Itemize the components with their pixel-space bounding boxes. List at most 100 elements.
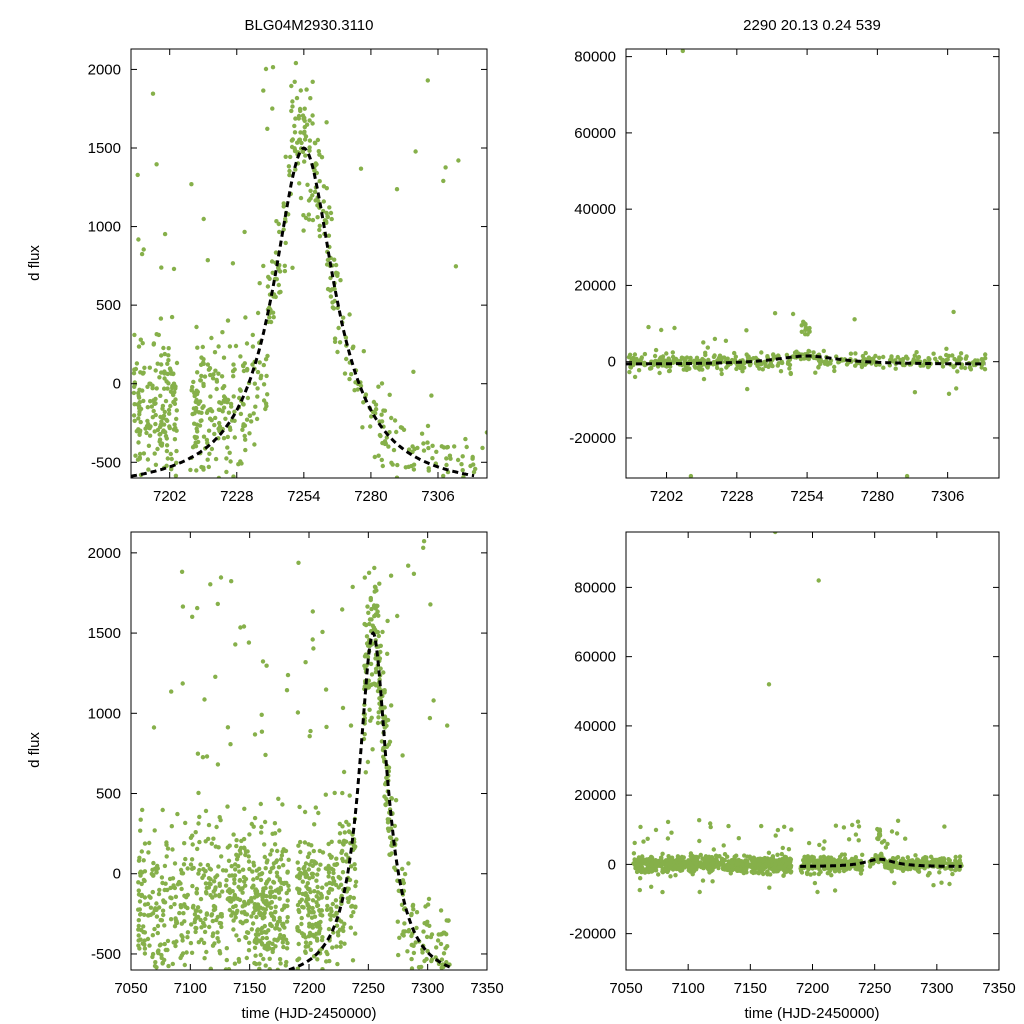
data-point: [250, 344, 256, 349]
data-point: [256, 932, 261, 937]
data-point: [162, 369, 167, 374]
data-point: [421, 929, 426, 934]
data-point: [464, 444, 469, 450]
data-point: [247, 431, 252, 436]
data-point: [227, 907, 232, 913]
data-point: [439, 444, 444, 449]
data-point: [409, 463, 414, 469]
data-point: [337, 831, 343, 836]
data-point: [456, 158, 461, 163]
data-point: [145, 405, 150, 410]
data-point: [736, 836, 741, 841]
data-point: [207, 924, 212, 930]
data-point: [284, 959, 289, 965]
data-point: [321, 199, 326, 204]
data-point: [333, 862, 339, 867]
data-point: [169, 456, 174, 462]
data-point: [202, 697, 207, 702]
data-point: [850, 858, 855, 863]
data-point: [260, 925, 265, 931]
data-point: [150, 889, 155, 895]
data-point: [765, 872, 770, 877]
data-point: [365, 654, 371, 660]
data-point: [656, 858, 661, 864]
data-point: [283, 240, 288, 246]
data-point: [372, 681, 378, 687]
data-point: [302, 864, 307, 870]
data-point: [697, 889, 702, 895]
data-point: [184, 950, 189, 955]
data-point: [302, 129, 307, 134]
data-point: [278, 887, 284, 892]
data-point: [912, 353, 917, 358]
data-point: [308, 947, 314, 952]
data-point: [893, 366, 898, 371]
data-point: [444, 932, 449, 937]
data-point: [781, 873, 786, 878]
data-point: [460, 454, 465, 459]
x-tick-label: 7202: [153, 488, 186, 505]
data-point: [905, 855, 910, 860]
data-point: [244, 341, 250, 346]
data-point: [773, 532, 778, 535]
data-point: [726, 823, 731, 829]
data-point: [246, 859, 252, 864]
data-point: [368, 424, 373, 429]
data-point: [181, 911, 186, 916]
data-point: [931, 351, 936, 356]
data-point: [201, 873, 207, 878]
data-point: [146, 467, 151, 472]
data-point: [306, 212, 311, 217]
y-tick-label: -500: [91, 946, 121, 963]
data-point: [324, 210, 329, 216]
data-point: [394, 475, 400, 478]
data-point: [212, 904, 218, 910]
data-point: [894, 860, 899, 865]
data-point: [202, 956, 207, 961]
data-point: [760, 863, 765, 869]
data-point: [379, 381, 385, 386]
data-point: [723, 338, 729, 343]
data-point: [155, 923, 161, 929]
data-point: [344, 859, 349, 864]
x-tick-label: 7050: [114, 980, 147, 997]
data-point: [303, 660, 308, 665]
data-point: [255, 875, 260, 881]
data-point: [441, 178, 446, 184]
data-point: [420, 950, 425, 955]
data-point: [307, 924, 312, 929]
data-point: [776, 361, 781, 366]
data-point: [193, 435, 198, 441]
data-point: [170, 847, 175, 852]
data-point: [411, 369, 416, 374]
data-point: [211, 931, 216, 936]
data-point: [832, 888, 838, 893]
data-point: [890, 856, 896, 861]
y-tick-label: 60000: [574, 649, 616, 666]
data-point: [259, 830, 264, 835]
data-point: [159, 362, 164, 367]
data-point: [267, 315, 272, 320]
data-point: [893, 358, 898, 363]
data-point: [265, 126, 270, 131]
data-point: [252, 938, 258, 943]
data-point: [439, 931, 445, 937]
data-point: [659, 855, 664, 860]
data-point: [470, 454, 475, 460]
data-point: [283, 937, 289, 942]
data-point: [216, 845, 221, 850]
data-point: [277, 896, 282, 901]
data-point: [227, 873, 232, 878]
data-point: [841, 825, 847, 830]
panel-bottom-right: 7050 7100 7150 7200 7250 7300 7350-20000020000…: [569, 531, 1016, 997]
data-point: [219, 854, 224, 859]
data-point: [732, 350, 737, 356]
data-point: [268, 869, 273, 875]
data-point: [233, 915, 238, 920]
data-point: [757, 868, 762, 873]
data-point: [686, 865, 691, 870]
data-point: [270, 941, 275, 946]
data-point: [344, 356, 349, 362]
data-point: [218, 575, 224, 580]
data-point: [780, 360, 785, 366]
